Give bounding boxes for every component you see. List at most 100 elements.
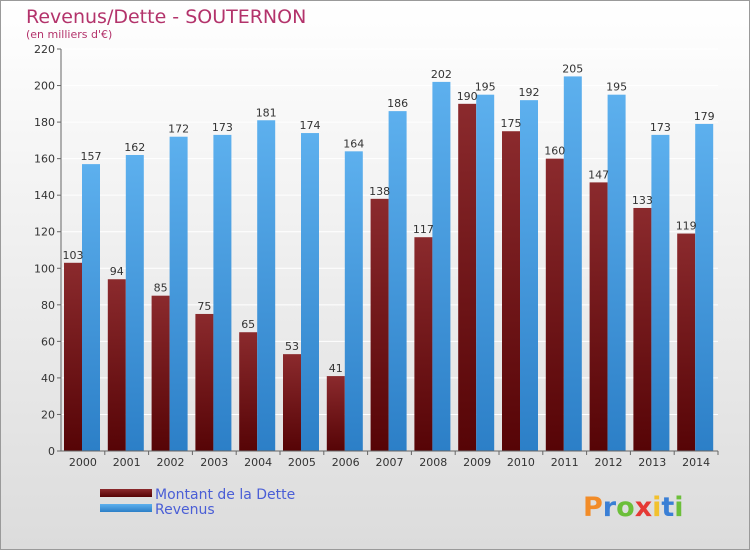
bar-debt-2007 <box>370 198 389 451</box>
proxiti-logo: Proxiti <box>583 492 684 523</box>
value-label-revenus-2014: 179 <box>694 110 715 123</box>
value-label-revenus-2006: 164 <box>343 137 364 150</box>
value-label-debt-2003: 75 <box>197 300 211 313</box>
logo-letter: i <box>674 492 683 523</box>
bar-debt-2001 <box>107 279 126 451</box>
x-tick-label: 2013 <box>638 456 666 469</box>
value-label-debt-2001: 94 <box>110 265 124 278</box>
value-label-revenus-2005: 174 <box>300 119 321 132</box>
bar-revenus-2008 <box>432 81 451 452</box>
legend-swatch-revenus <box>100 504 152 512</box>
y-tick-label: 140 <box>34 189 55 202</box>
bar-revenus-2005 <box>301 133 319 451</box>
y-tick-label: 40 <box>41 372 55 385</box>
value-label-debt-2000: 103 <box>63 249 84 262</box>
bar-revenus-2009 <box>476 94 495 451</box>
logo-letter: i <box>652 492 661 523</box>
value-label-debt-2012: 147 <box>588 168 609 181</box>
value-label-debt-2013: 133 <box>632 194 653 207</box>
bar-debt-2011 <box>545 158 564 452</box>
bar-debt-2002 <box>151 295 170 451</box>
value-label-revenus-2001: 162 <box>124 141 145 154</box>
bar-revenus-2011 <box>563 76 582 451</box>
value-label-revenus-2011: 205 <box>562 62 583 75</box>
bar-debt-2008 <box>414 237 433 451</box>
y-tick-label: 100 <box>34 262 55 275</box>
axes: 0 20 40 60 80 100 120 140 160 180 200 220 2000 2001 20… <box>34 43 719 469</box>
bar-debt-2006 <box>326 376 345 451</box>
x-tick-label: 2001 <box>113 456 141 469</box>
value-labels: 103 157 94 162 85 172 75 173 65 181 53 174 41 164 138 1… <box>63 62 715 375</box>
y-tick-label: 180 <box>34 116 55 129</box>
legend: Montant de la Dette Revenus <box>100 487 295 518</box>
y-tick-label: 80 <box>41 299 55 312</box>
bar-revenus-2001 <box>125 154 144 451</box>
bar-revenus-2002 <box>169 136 188 451</box>
x-tick-label: 2010 <box>507 456 535 469</box>
value-label-revenus-2010: 192 <box>519 86 540 99</box>
value-label-revenus-2003: 173 <box>212 121 233 134</box>
x-tick-label: 2002 <box>157 456 185 469</box>
y-tick-label: 0 <box>48 445 55 458</box>
bar-debt-2013 <box>633 207 652 451</box>
x-tick-label: 2000 <box>69 456 97 469</box>
y-tick-label: 120 <box>34 226 55 239</box>
value-label-debt-2006: 41 <box>329 362 343 375</box>
y-tick-label: 160 <box>34 153 55 166</box>
bar-revenus-2000 <box>82 164 100 452</box>
value-label-revenus-2000: 157 <box>81 150 102 163</box>
logo-letter: x <box>635 492 652 523</box>
bar-revenus-2004 <box>257 120 276 451</box>
value-label-debt-2014: 119 <box>676 220 697 233</box>
bar-revenus-2013 <box>651 134 670 451</box>
chart-title: Revenus/Dette - SOUTERNON <box>26 6 306 28</box>
value-label-revenus-2002: 172 <box>168 123 189 136</box>
value-label-revenus-2008: 202 <box>431 68 452 81</box>
bar-debt-2000 <box>64 262 82 451</box>
logo-letter: o <box>616 492 635 523</box>
x-tick-label: 2014 <box>682 456 710 469</box>
bar-debt-2005 <box>283 354 301 451</box>
value-label-revenus-2012: 195 <box>606 81 627 94</box>
chart-subtitle: (en milliers d'€) <box>26 28 112 41</box>
value-label-debt-2005: 53 <box>285 340 299 353</box>
bar-revenus-2007 <box>388 111 407 452</box>
bar-debt-2004 <box>239 332 258 451</box>
value-label-debt-2010: 175 <box>501 117 522 130</box>
logo-letter: P <box>583 492 603 523</box>
value-label-debt-2008: 117 <box>413 223 434 236</box>
x-tick-label: 2007 <box>376 456 404 469</box>
x-tick-label: 2009 <box>463 456 491 469</box>
bar-revenus-2012 <box>607 94 626 451</box>
y-tick-label: 220 <box>34 43 55 56</box>
value-label-revenus-2004: 181 <box>256 106 277 119</box>
value-label-debt-2009: 190 <box>457 90 478 103</box>
logo-letter: t <box>661 492 674 523</box>
x-tick-label: 2004 <box>244 456 272 469</box>
x-tick-label: 2011 <box>551 456 579 469</box>
bar-debt-2010 <box>502 131 520 451</box>
legend-label-revenus: Revenus <box>155 502 215 518</box>
value-label-revenus-2007: 186 <box>387 97 408 110</box>
x-tick-label: 2003 <box>200 456 228 469</box>
value-label-revenus-2009: 195 <box>475 81 496 94</box>
y-tick-label: 200 <box>34 80 55 93</box>
bars <box>64 76 714 452</box>
x-tick-label: 2008 <box>419 456 447 469</box>
bar-revenus-2010 <box>520 100 538 451</box>
value-label-debt-2007: 138 <box>369 185 390 198</box>
value-label-debt-2004: 65 <box>241 318 255 331</box>
bar-revenus-2003 <box>213 134 232 451</box>
x-tick-label: 2006 <box>332 456 360 469</box>
legend-swatch-debt <box>100 489 152 497</box>
y-tick-label: 60 <box>41 335 55 348</box>
value-label-debt-2002: 85 <box>154 282 168 295</box>
proxiti-logo-text: Proxiti <box>583 492 684 523</box>
logo-letter: r <box>603 492 617 523</box>
x-tick-label: 2012 <box>595 456 623 469</box>
bar-debt-2014 <box>677 233 696 451</box>
bar-revenus-2014 <box>695 123 714 451</box>
x-tick-label: 2005 <box>288 456 316 469</box>
y-tick-label: 20 <box>41 408 55 421</box>
